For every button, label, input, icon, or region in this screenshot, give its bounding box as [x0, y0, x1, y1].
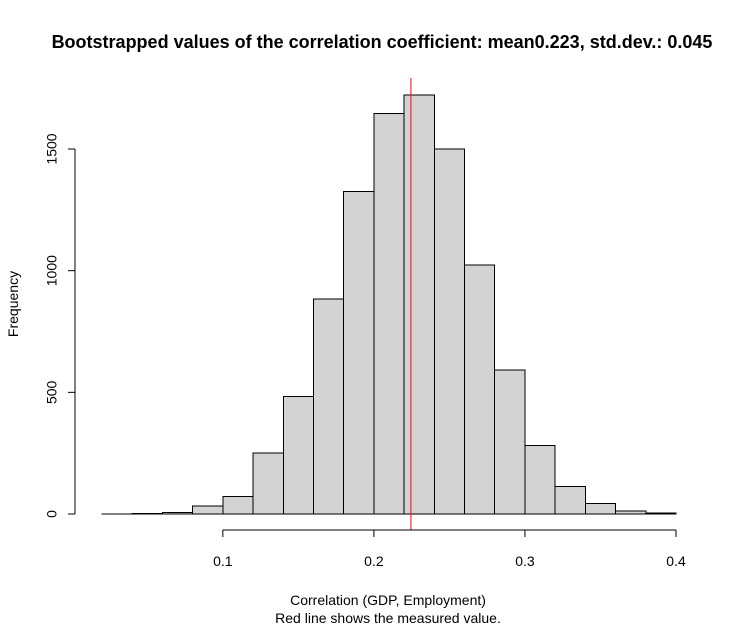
histogram-bar	[131, 512, 163, 515]
x-tick-label: 0.3	[515, 553, 535, 569]
x-tick-label: 0.4	[666, 553, 686, 569]
chart-title: Bootstrapped values of the correlation c…	[52, 32, 713, 52]
y-tick-label: 1500	[44, 133, 60, 164]
histogram-bar	[222, 495, 254, 515]
x-tick-label: 0.2	[364, 553, 384, 569]
histogram-bar	[252, 452, 284, 515]
x-axis: 0.1 0.2 0.3 0.4	[213, 529, 686, 569]
bars-layer	[101, 94, 677, 515]
histogram-bar	[645, 512, 677, 515]
histogram-bar	[433, 148, 466, 515]
histogram-bar	[554, 486, 586, 515]
histogram-bar	[524, 445, 556, 515]
histogram-bar	[373, 113, 405, 515]
histogram-bar	[192, 505, 224, 515]
y-axis: 0 500 1000 1500	[44, 133, 76, 518]
histogram-bar	[343, 191, 375, 515]
y-tick-label: 0	[44, 510, 60, 518]
histogram-bar	[494, 369, 526, 515]
y-tick-label: 1000	[44, 255, 60, 286]
histogram-bar	[464, 264, 496, 515]
y-tick-label: 500	[44, 380, 60, 404]
histogram-bar	[403, 94, 435, 515]
x-tick-label: 0.1	[213, 553, 233, 569]
x-axis-note: Red line shows the measured value.	[275, 610, 501, 626]
x-axis-label: Correlation (GDP, Employment)	[290, 592, 486, 608]
y-axis-label: Frequency	[5, 271, 21, 337]
histogram-bar	[584, 503, 617, 515]
histogram-bar	[615, 510, 647, 515]
histogram-bar	[282, 395, 314, 515]
histogram-bar	[161, 512, 194, 515]
histogram-bar	[312, 298, 345, 515]
